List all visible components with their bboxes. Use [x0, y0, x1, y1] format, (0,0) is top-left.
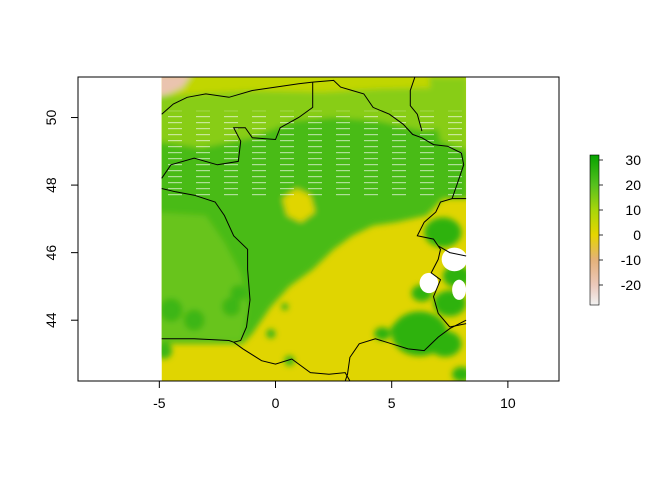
raster-streaks: [161, 110, 467, 199]
y-axis: 44 46 48 50: [43, 110, 79, 328]
x-tick-label: 5: [388, 395, 396, 411]
y-tick-label: 48: [43, 177, 59, 193]
raster-patch-alps: [390, 321, 412, 339]
legend-tick-label: 0: [633, 227, 641, 243]
raster-nodata: [441, 247, 467, 272]
border-line: [161, 188, 251, 343]
y-tick-label: 44: [43, 312, 59, 328]
legend-tick-label: 10: [625, 202, 641, 218]
x-tick-label: 0: [272, 395, 280, 411]
border-line: [409, 77, 423, 132]
raster-patch-pyrenees: [284, 355, 295, 366]
legend-colorbar: [589, 154, 600, 306]
raster-patch-pyrenees: [161, 342, 173, 359]
raster-patch-pyrenees: [161, 298, 183, 322]
raster-patch-pyrenees: [266, 328, 276, 339]
raster-patch-alps: [428, 330, 462, 357]
legend-tick-label: 30: [625, 152, 641, 168]
legend-tick-label: -20: [621, 277, 641, 293]
raster-patch-pyrenees: [183, 309, 205, 331]
raster-patch-pyrenees: [281, 303, 289, 311]
y-tick-label: 46: [43, 245, 59, 261]
x-axis: -5 0 5 10: [153, 380, 516, 411]
raster-patch-alps: [424, 217, 462, 248]
raster-patch-pyrenees: [230, 284, 247, 302]
raster-nodata: [419, 272, 439, 294]
border-line: [161, 82, 314, 179]
country-borders: [161, 77, 467, 381]
x-tick-label: -5: [153, 395, 166, 411]
border-line: [161, 338, 234, 343]
legend-tick-label: 20: [625, 177, 641, 193]
raster-patch-alps: [374, 327, 391, 341]
legend-tick-label: -10: [621, 252, 641, 268]
raster-patch-pyrenees: [222, 297, 241, 317]
border-line: [233, 341, 351, 381]
border-line: [437, 245, 467, 257]
legend-ticks: 30 20 10 0 -10 -20: [599, 152, 641, 293]
border-line: [416, 198, 453, 328]
raster-region-northwest-corner: [161, 77, 190, 96]
color-legend: 30 20 10 0 -10 -20: [589, 152, 641, 306]
raster-region-north-strip: [161, 77, 467, 97]
x-tick-label: 10: [500, 395, 516, 411]
raster-patch-alps: [452, 366, 467, 381]
raster-nodata: [452, 279, 467, 300]
y-tick-label: 50: [43, 110, 59, 126]
border-line: [161, 81, 313, 115]
border-line: [449, 323, 467, 328]
border-line: [312, 79, 465, 199]
border-line: [344, 319, 467, 381]
